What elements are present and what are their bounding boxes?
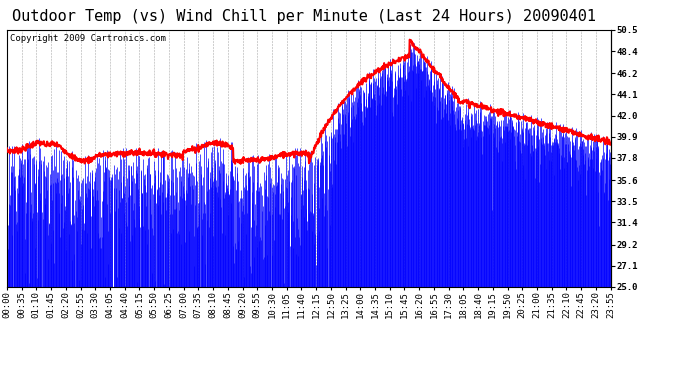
Text: Outdoor Temp (vs) Wind Chill per Minute (Last 24 Hours) 20090401: Outdoor Temp (vs) Wind Chill per Minute …	[12, 9, 595, 24]
Text: Copyright 2009 Cartronics.com: Copyright 2009 Cartronics.com	[10, 34, 166, 43]
